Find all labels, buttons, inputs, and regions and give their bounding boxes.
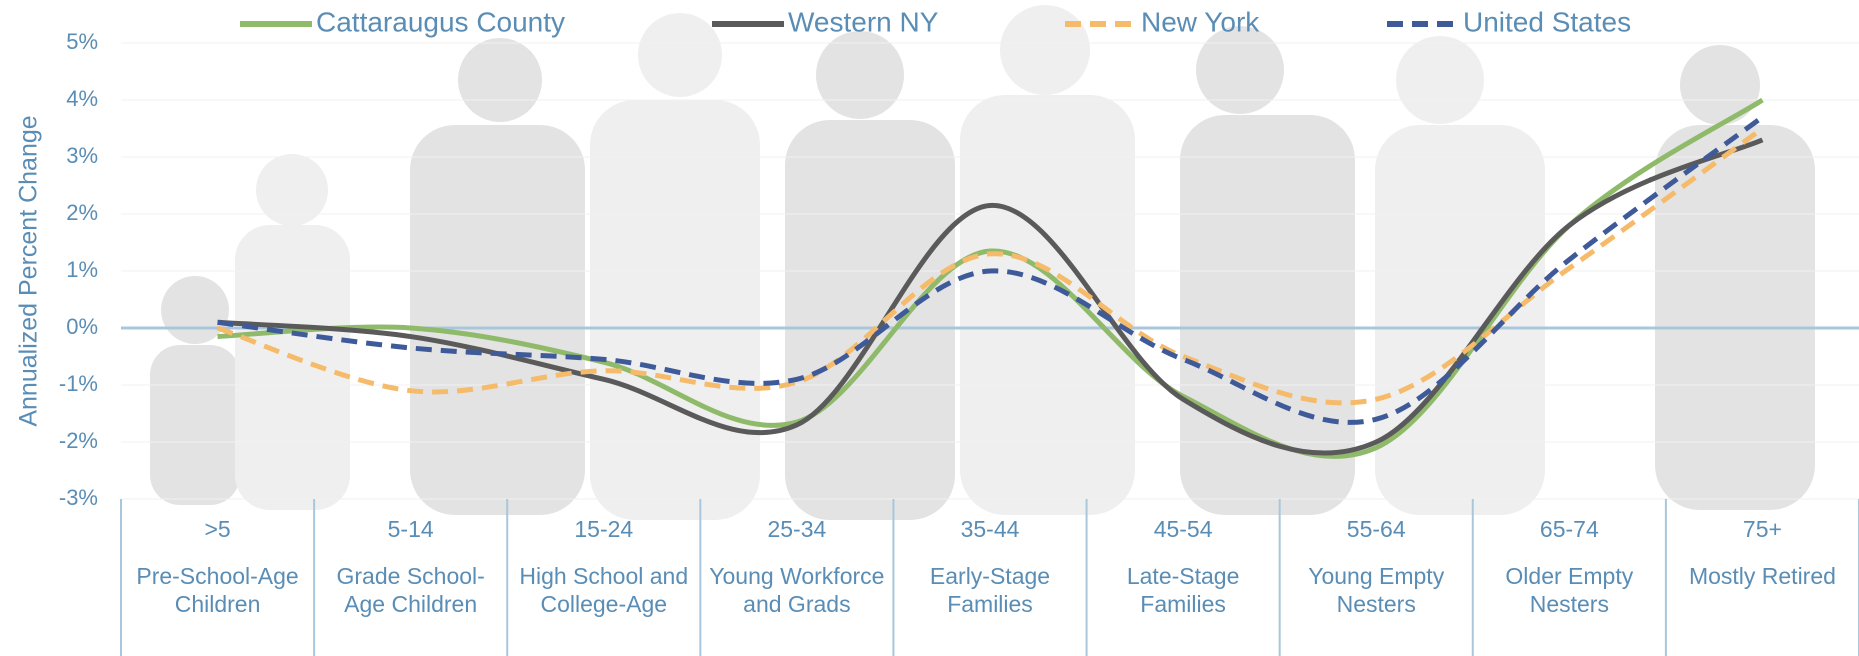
y-tick-label: 2% [66,200,98,225]
y-tick-label: 3% [66,143,98,168]
legend-label: United States [1463,6,1631,37]
category-description: Young Empty Nesters [1308,563,1445,617]
category-description: Grade School-Age Children [336,563,485,617]
category-description: Late-Stage Families [1126,563,1240,617]
y-tick-label: 5% [66,29,98,54]
x-tick-label: 65-74 [1540,516,1599,542]
x-tick-label: 55-64 [1347,516,1406,542]
series-line [217,115,1764,425]
legend-label: Western NY [788,6,939,37]
category-description: Pre-School-Age Children [136,563,299,617]
x-tick-label: 25-34 [767,516,826,542]
series-line [216,126,1764,406]
x-tick-label: >5 [204,516,230,542]
category-description: High School and College-Age [519,563,689,617]
legend-label: New York [1141,6,1260,37]
y-axis-label: Annualized Percent Change [15,115,43,426]
category-description: Early-Stage Families [929,563,1051,617]
x-tick-label: 5-14 [388,516,434,542]
y-tick-label: -2% [59,428,98,453]
x-tick-label: 75+ [1743,516,1782,542]
category-description: Older Empty Nesters [1505,563,1634,617]
y-tick-label: 1% [66,257,98,282]
y-tick-label: -3% [59,485,98,510]
y-tick-label: -1% [59,371,98,396]
y-tick-label: 0% [66,314,98,339]
category-description: Young Workforce and Grads [709,563,885,617]
category-description: Mostly Retired [1688,563,1836,589]
y-tick-label: 4% [66,86,98,111]
x-tick-label: 45-54 [1154,516,1213,542]
x-tick-label: 15-24 [574,516,633,542]
legend-label: Cattaraugus County [316,6,565,37]
x-tick-label: 35-44 [961,516,1020,542]
